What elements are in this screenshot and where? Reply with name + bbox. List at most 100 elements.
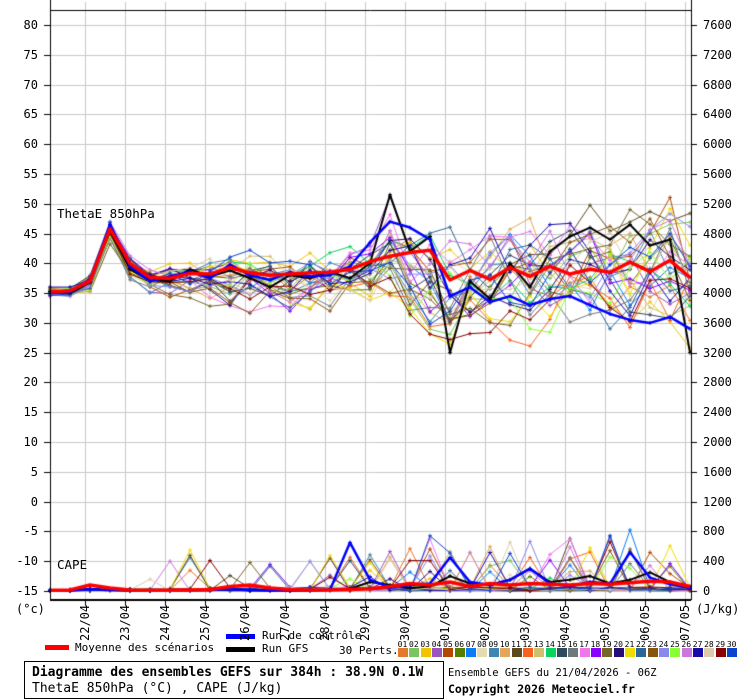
left-axis-tick: 45 <box>23 226 38 241</box>
pert-color-swatch <box>420 648 431 657</box>
right-axis-tick: 3600 <box>703 315 732 330</box>
pert-color-swatch <box>681 648 692 657</box>
x-axis-date-label: 04/05 <box>558 604 572 641</box>
pert-color-swatch <box>500 648 511 657</box>
right-axis-tick: 4000 <box>703 286 732 301</box>
legend-control-swatch <box>226 634 255 639</box>
pert-number-label: 04 <box>431 640 442 649</box>
x-axis-date-label: 24/04 <box>158 604 172 641</box>
pert-color-swatch <box>522 648 533 657</box>
left-axis-tick: 10 <box>23 435 38 450</box>
pert-number-label: 27 <box>692 640 703 649</box>
left-axis-tick: 30 <box>23 315 38 330</box>
right-axis-tick: 1200 <box>703 494 732 509</box>
pert-number-label: 18 <box>590 640 601 649</box>
pert-color-swatch <box>590 648 601 657</box>
run-info: Ensemble GEFS du 21/04/2026 - 06Z <box>448 667 657 679</box>
left-axis-tick: 0 <box>30 494 38 509</box>
pert-color-swatch <box>647 648 658 657</box>
right-axis-tick: 4800 <box>703 226 732 241</box>
pert-number-label: 11 <box>511 640 521 649</box>
legend-gfs-swatch <box>226 647 255 652</box>
left-axis-tick: 60 <box>23 137 38 152</box>
thetae-region-label: ThetaE 850hPa <box>57 206 155 221</box>
pert-color-swatch <box>602 648 613 657</box>
pert-number-label: 26 <box>681 640 692 649</box>
right-axis-tick: 2000 <box>703 435 732 450</box>
pert-number-label: 15 <box>556 640 567 649</box>
pert-color-swatch <box>625 648 635 657</box>
left-axis-tick: -10 <box>16 554 38 569</box>
x-axis-date-label: 30/04 <box>398 604 412 641</box>
right-axis-tick: 6000 <box>703 137 732 152</box>
pert-number-label: 23 <box>647 640 657 649</box>
left-axis-tick: 80 <box>23 18 38 32</box>
x-axis-date-label: 27/04 <box>278 604 292 641</box>
right-axis-tick: 6400 <box>703 107 732 122</box>
diagram-subtitle: ThetaE 850hPa (°C) , CAPE (J/kg) <box>32 681 283 696</box>
legend-mean-swatch <box>45 645 69 650</box>
pert-number-label: 28 <box>704 640 714 649</box>
pert-color-swatch <box>693 648 704 657</box>
x-axis-date-label: 05/05 <box>598 604 612 641</box>
left-axis-tick: 40 <box>23 256 38 271</box>
left-axis-tick: 75 <box>23 47 38 62</box>
pert-color-swatch <box>454 648 465 657</box>
footer-info-box <box>24 661 444 699</box>
pert-number-label: 03 <box>420 640 430 649</box>
pert-number-label: 07 <box>465 640 476 649</box>
x-axis-date-label: 22/04 <box>78 604 92 641</box>
pert-number-label: 10 <box>499 640 510 649</box>
pert-color-swatch <box>466 648 477 657</box>
pert-number-label: 08 <box>477 640 487 649</box>
x-axis-date-label: 03/05 <box>518 604 532 641</box>
copyright: Copyright 2026 Meteociel.fr <box>448 682 635 696</box>
pert-color-swatch <box>534 648 545 657</box>
legend-control-label: Run de contrôle <box>262 629 362 642</box>
x-axis-date-label: 06/05 <box>638 604 652 641</box>
pert-color-swatch <box>704 648 715 657</box>
pert-color-swatch <box>398 648 408 657</box>
pert-color-swatch <box>659 648 670 657</box>
pert-color-swatch <box>511 648 522 657</box>
left-axis-unit: (°c) <box>16 602 45 616</box>
pert-color-swatch <box>556 648 567 657</box>
left-axis-tick: 65 <box>23 107 38 122</box>
right-axis-unit: (J/kg) <box>696 602 740 616</box>
pert-number-label: 16 <box>567 640 578 649</box>
left-axis-tick: -5 <box>23 524 38 539</box>
right-axis-tick: 1600 <box>703 464 732 479</box>
pert-color-swatch <box>579 648 590 657</box>
left-axis-tick: 5 <box>30 464 38 479</box>
right-axis-tick: 7600 <box>703 18 732 32</box>
pert-number-label: 19 <box>601 640 612 649</box>
right-axis-tick: 5200 <box>703 196 732 211</box>
pert-color-swatch <box>613 648 624 657</box>
right-axis-tick: 0 <box>703 584 711 598</box>
pert-number-label: 02 <box>409 640 419 649</box>
x-axis-date-label: 25/04 <box>198 604 212 641</box>
pert-number-label: 05 <box>443 640 453 649</box>
pert-color-swatch <box>568 648 579 657</box>
right-axis-tick: 2800 <box>703 375 732 390</box>
left-axis-tick: 50 <box>23 196 38 211</box>
pert-number-label: 01 <box>397 640 408 649</box>
right-axis-tick: 800 <box>703 524 725 539</box>
cape-region-label: CAPE <box>57 557 88 572</box>
pert-color-swatch <box>727 648 738 657</box>
left-axis-tick: -15 <box>16 584 38 598</box>
pert-color-swatch <box>636 648 647 657</box>
pert-number-label: 12 <box>522 640 533 649</box>
pert-color-swatch <box>477 648 488 657</box>
right-axis-tick: 6800 <box>703 77 732 92</box>
legend-perts-label: 30 Perts. <box>339 644 399 657</box>
left-axis-tick: 15 <box>23 405 38 420</box>
diagram-title: Diagramme des ensembles GEFS sur 384h : … <box>32 665 424 680</box>
right-axis-tick: 3200 <box>703 345 732 360</box>
pert-number-label: 13 <box>533 640 544 649</box>
right-axis-tick: 4400 <box>703 256 732 271</box>
pert-color-swatch <box>432 648 443 657</box>
x-axis-date-label: 07/05 <box>678 604 692 641</box>
